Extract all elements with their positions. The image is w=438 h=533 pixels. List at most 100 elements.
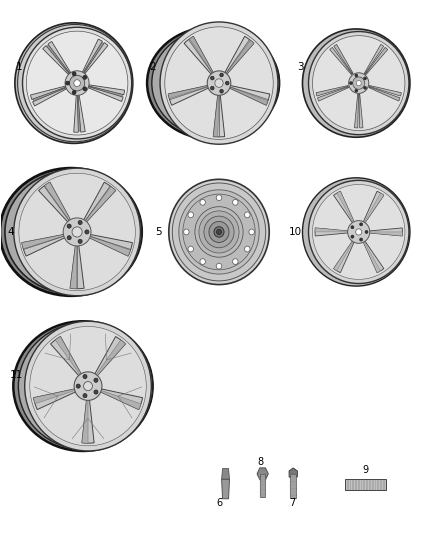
Text: 10: 10 <box>289 227 302 237</box>
Polygon shape <box>334 44 353 74</box>
Polygon shape <box>99 389 143 409</box>
Ellipse shape <box>74 80 81 86</box>
Ellipse shape <box>18 25 132 142</box>
Polygon shape <box>33 87 66 101</box>
Text: 6: 6 <box>216 498 222 508</box>
Ellipse shape <box>65 71 89 95</box>
Ellipse shape <box>364 77 367 80</box>
Ellipse shape <box>147 27 279 139</box>
Polygon shape <box>330 47 352 75</box>
Ellipse shape <box>74 372 102 400</box>
Ellipse shape <box>63 218 91 246</box>
Ellipse shape <box>72 227 82 237</box>
Polygon shape <box>82 398 94 443</box>
Polygon shape <box>22 234 67 256</box>
Text: 2: 2 <box>149 62 155 72</box>
Polygon shape <box>315 228 349 232</box>
Ellipse shape <box>215 79 223 87</box>
Ellipse shape <box>200 259 205 264</box>
Ellipse shape <box>85 230 89 234</box>
Polygon shape <box>229 87 268 105</box>
Ellipse shape <box>15 23 133 143</box>
Bar <box>345 479 386 490</box>
Polygon shape <box>315 228 349 236</box>
Polygon shape <box>363 240 384 273</box>
Text: 8: 8 <box>258 457 264 467</box>
Ellipse shape <box>216 263 222 269</box>
Polygon shape <box>88 85 125 95</box>
Ellipse shape <box>84 382 92 391</box>
Polygon shape <box>363 191 384 223</box>
Ellipse shape <box>355 74 358 77</box>
Polygon shape <box>369 232 403 236</box>
Polygon shape <box>82 398 88 443</box>
Polygon shape <box>337 191 354 223</box>
Ellipse shape <box>13 321 152 451</box>
Text: 9: 9 <box>362 465 368 474</box>
Ellipse shape <box>165 27 273 139</box>
Ellipse shape <box>244 246 250 252</box>
Ellipse shape <box>351 235 354 238</box>
Polygon shape <box>55 336 82 377</box>
Ellipse shape <box>188 212 194 218</box>
Ellipse shape <box>207 71 231 95</box>
Polygon shape <box>33 87 67 106</box>
Ellipse shape <box>5 170 141 294</box>
Ellipse shape <box>83 87 87 91</box>
Ellipse shape <box>78 239 82 244</box>
Polygon shape <box>334 191 354 223</box>
Ellipse shape <box>195 207 243 257</box>
Polygon shape <box>363 241 381 273</box>
Polygon shape <box>213 94 219 137</box>
Ellipse shape <box>365 230 368 233</box>
Ellipse shape <box>349 73 369 93</box>
Ellipse shape <box>220 90 223 93</box>
Polygon shape <box>334 240 354 271</box>
Ellipse shape <box>183 194 255 270</box>
Ellipse shape <box>356 229 362 235</box>
Ellipse shape <box>355 89 358 92</box>
Ellipse shape <box>179 190 259 274</box>
Ellipse shape <box>83 375 87 378</box>
Ellipse shape <box>19 173 135 290</box>
Ellipse shape <box>30 326 146 446</box>
Polygon shape <box>257 468 268 480</box>
Ellipse shape <box>14 168 141 296</box>
Polygon shape <box>43 46 70 75</box>
Ellipse shape <box>22 27 132 139</box>
Bar <box>260 474 265 497</box>
Polygon shape <box>289 468 297 480</box>
Ellipse shape <box>188 246 194 252</box>
Ellipse shape <box>353 77 365 90</box>
Ellipse shape <box>313 184 405 279</box>
Ellipse shape <box>360 223 363 226</box>
Polygon shape <box>87 234 132 256</box>
Polygon shape <box>184 36 214 75</box>
Polygon shape <box>31 86 67 100</box>
Bar <box>290 474 296 498</box>
Ellipse shape <box>303 29 410 137</box>
Polygon shape <box>369 85 401 96</box>
Polygon shape <box>22 234 67 249</box>
Ellipse shape <box>94 378 98 382</box>
Text: 1: 1 <box>16 62 22 72</box>
Ellipse shape <box>200 199 205 205</box>
Ellipse shape <box>303 178 410 286</box>
Polygon shape <box>47 45 70 74</box>
Ellipse shape <box>350 82 352 85</box>
Polygon shape <box>94 336 126 377</box>
Ellipse shape <box>308 31 409 135</box>
Text: 7: 7 <box>289 498 296 508</box>
Ellipse shape <box>67 236 71 240</box>
Polygon shape <box>334 240 354 273</box>
Polygon shape <box>74 94 78 132</box>
Ellipse shape <box>216 229 222 235</box>
Ellipse shape <box>233 259 238 264</box>
Polygon shape <box>78 95 81 131</box>
Polygon shape <box>168 85 209 99</box>
Ellipse shape <box>76 384 80 388</box>
Polygon shape <box>83 43 108 75</box>
Ellipse shape <box>83 393 87 398</box>
Polygon shape <box>45 182 72 223</box>
Ellipse shape <box>364 86 367 89</box>
